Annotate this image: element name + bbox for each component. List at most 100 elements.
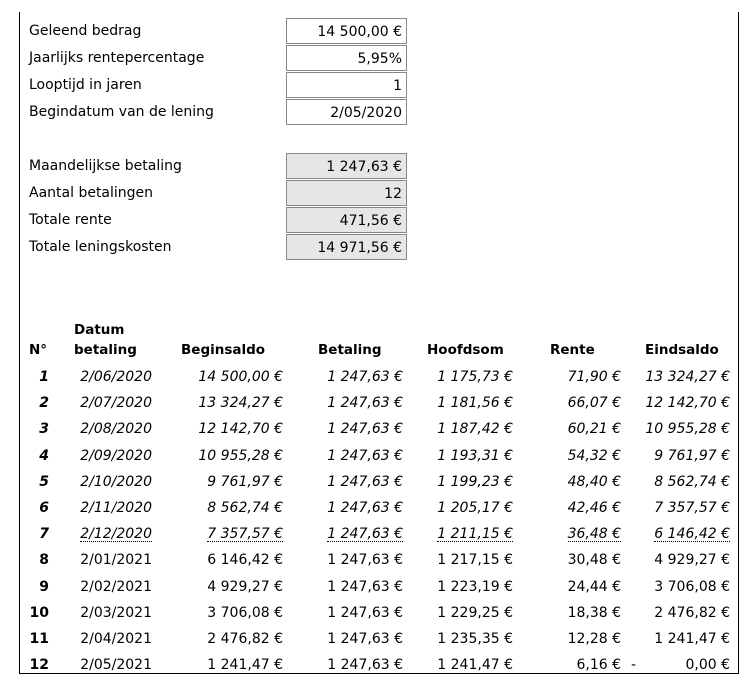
cell: 1 247,63 € <box>327 447 403 464</box>
cell: 2/10/2020 <box>80 473 152 490</box>
cell: 2/05/2021 <box>80 657 152 674</box>
cell: 10 955,28 € <box>645 421 730 438</box>
cell: 36,48 € <box>567 521 621 543</box>
cell: 1 247,63 € <box>327 631 403 647</box>
cell: 1 217,15 € <box>437 552 513 569</box>
cell: 2 <box>39 395 49 412</box>
cell: 9 <box>39 578 49 595</box>
cell: 7 357,57 € <box>207 521 283 543</box>
cell: 5 <box>39 473 49 490</box>
field-label: Begindatum van de lening <box>29 104 214 120</box>
cell: 12,28 € <box>567 631 621 647</box>
cell: 71,90 € <box>567 369 621 385</box>
cell: 3 <box>39 421 49 438</box>
field-label: Jaarlijks rentepercentage <box>29 50 205 66</box>
cell: 60,21 € <box>567 421 621 438</box>
cell: 2/04/2021 <box>80 631 152 647</box>
cell: 1 181,56 € <box>437 395 513 412</box>
cell: 3 706,08 € <box>207 604 283 621</box>
cell: 9 761,97 € <box>207 473 283 490</box>
cell: 4 929,27 € <box>654 552 730 569</box>
cell: 1 247,63 € <box>327 473 403 490</box>
cell: 12 <box>29 657 49 674</box>
field-label: Maandelijkse betaling <box>29 158 182 174</box>
column-header: Beginsaldo <box>181 342 266 358</box>
field-label: Totale leningskosten <box>29 239 172 255</box>
cell: 1 247,63 € <box>327 521 403 543</box>
cell: 11 <box>29 631 49 647</box>
cell: 1 199,23 € <box>437 473 513 490</box>
cell: 1 241,47 € <box>437 657 513 674</box>
cell: 2/06/2020 <box>80 369 152 385</box>
cell: 1 247,63 € <box>327 578 403 595</box>
column-header: Hoofdsom <box>427 342 504 358</box>
cell: 2/08/2020 <box>80 421 152 438</box>
cell: 14 500,00 € <box>198 369 283 385</box>
cell: 12 142,70 € <box>198 421 283 438</box>
cell: 1 223,19 € <box>437 578 513 595</box>
field-value: 14 971,56 € <box>286 234 407 260</box>
cell: 48,40 € <box>567 473 621 490</box>
cell: 7 <box>39 526 49 543</box>
cell: 1 241,47 € <box>654 631 730 647</box>
cell: 10 955,28 € <box>198 447 283 464</box>
cell: 12 142,70 € <box>645 395 730 412</box>
cell: 0,00 € <box>685 657 730 674</box>
cell: 1 205,17 € <box>437 500 513 516</box>
column-header: Datum betaling <box>74 322 137 358</box>
cell: 1 247,63 € <box>327 369 403 385</box>
cell: 1 <box>39 369 49 385</box>
cell: 1 175,73 € <box>437 369 513 385</box>
cell: 66,07 € <box>567 395 621 412</box>
cell: 2 476,82 € <box>654 604 730 621</box>
cell: 6,16 € <box>576 657 621 674</box>
frame <box>19 12 739 674</box>
cell: 8 <box>39 552 49 569</box>
cell: 6 146,42 € <box>207 552 283 569</box>
cell: 8 562,74 € <box>207 500 283 516</box>
cell: 42,46 € <box>567 500 621 516</box>
cell: 2/09/2020 <box>80 447 152 464</box>
cell: 10 <box>29 604 49 621</box>
cell: 9 761,97 € <box>654 447 730 464</box>
field-value: 12 <box>286 180 407 206</box>
cell: 13 324,27 € <box>645 369 730 385</box>
cell: 1 187,42 € <box>437 421 513 438</box>
cell: 4 <box>39 447 49 464</box>
cell: 1 235,35 € <box>437 631 513 647</box>
cell: 2/03/2021 <box>80 604 152 621</box>
cell: 18,38 € <box>567 604 621 621</box>
cell: 13 324,27 € <box>198 395 283 412</box>
cell: 1 241,47 € <box>207 657 283 674</box>
cell: 6 <box>39 500 49 516</box>
column-header: Betaling <box>318 342 382 358</box>
field-value: 2/05/2020 <box>286 99 407 125</box>
field-value: 5,95% <box>286 45 407 71</box>
field-label: Totale rente <box>29 212 112 228</box>
cell: 54,32 € <box>567 447 621 464</box>
field-value: 1 247,63 € <box>286 153 407 179</box>
cell: 4 929,27 € <box>207 578 283 595</box>
cell: 8 562,74 € <box>654 473 730 490</box>
cell: 2/12/2020 <box>80 521 152 543</box>
cell: 2 476,82 € <box>207 631 283 647</box>
cell: 24,44 € <box>567 578 621 595</box>
cell: 2/07/2020 <box>80 395 152 412</box>
cell: 1 193,31 € <box>437 447 513 464</box>
cell: 2/01/2021 <box>80 552 152 569</box>
cell: 1 229,25 € <box>437 604 513 621</box>
cell: 6 146,42 € <box>654 521 730 543</box>
cell: 3 706,08 € <box>654 578 730 595</box>
field-label: Looptijd in jaren <box>29 77 142 93</box>
cell: 2/11/2020 <box>80 500 152 516</box>
cell: 7 357,57 € <box>654 500 730 516</box>
column-header: Eindsaldo <box>645 342 719 358</box>
cell: 1 247,63 € <box>327 421 403 438</box>
cell: 30,48 € <box>567 552 621 569</box>
cell: 1 247,63 € <box>327 657 403 674</box>
cell: 1 247,63 € <box>327 395 403 412</box>
cell: 1 247,63 € <box>327 552 403 569</box>
field-label: Geleend bedrag <box>29 23 142 39</box>
dash: - <box>631 657 637 674</box>
